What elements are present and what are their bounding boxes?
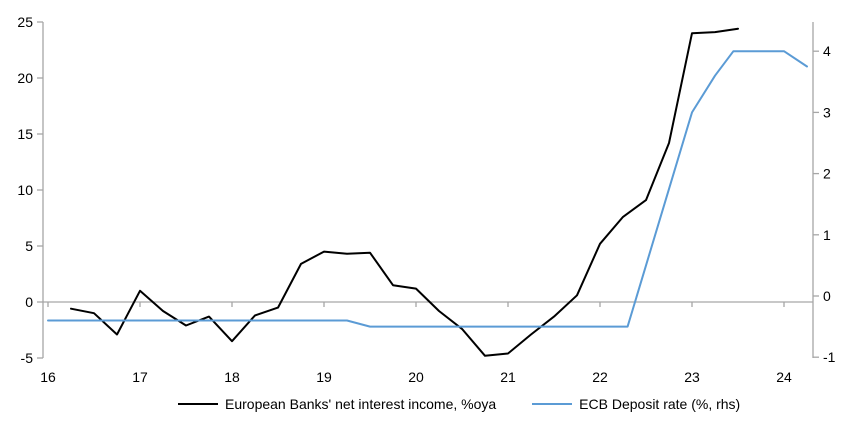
left-axis-label: 10 (17, 182, 33, 198)
left-axis-label: -5 (21, 350, 34, 366)
legend-item-ecb-deposit-rate: ECB Deposit rate (%, rhs) (532, 396, 740, 412)
legend-label: ECB Deposit rate (%, rhs) (579, 396, 741, 412)
chart-legend: European Banks' net interest income, %oy… (178, 396, 740, 412)
x-axis-label: 16 (40, 369, 56, 385)
black-line-swatch-icon (178, 403, 218, 405)
right-axis-label: 0 (823, 288, 831, 304)
legend-label: European Banks' net interest income, %oy… (225, 396, 497, 412)
x-axis-label: 20 (408, 369, 424, 385)
x-axis-label: 18 (224, 369, 240, 385)
right-axis-label: 1 (823, 227, 831, 243)
left-axis-label: 0 (25, 294, 33, 310)
left-axis-label: 20 (17, 70, 33, 86)
x-axis-label: 21 (500, 369, 516, 385)
x-axis-label: 22 (592, 369, 608, 385)
legend-item-net-interest-income: European Banks' net interest income, %oy… (178, 396, 496, 412)
x-axis-label: 17 (132, 369, 148, 385)
left-axis-label: 25 (17, 14, 33, 30)
right-axis-label: 3 (823, 104, 831, 120)
right-axis-label: -1 (823, 349, 836, 365)
series-line-0 (70, 27, 739, 357)
blue-line-swatch-icon (532, 403, 573, 405)
left-axis-label: 15 (17, 126, 33, 142)
x-axis-label: 19 (316, 369, 332, 385)
right-axis-label: 4 (823, 43, 831, 59)
x-axis-label: 24 (776, 369, 792, 385)
series-line-1 (47, 50, 808, 328)
right-axis-label: 2 (823, 166, 831, 182)
x-axis-label: 23 (684, 369, 700, 385)
left-axis-label: 5 (25, 238, 33, 254)
